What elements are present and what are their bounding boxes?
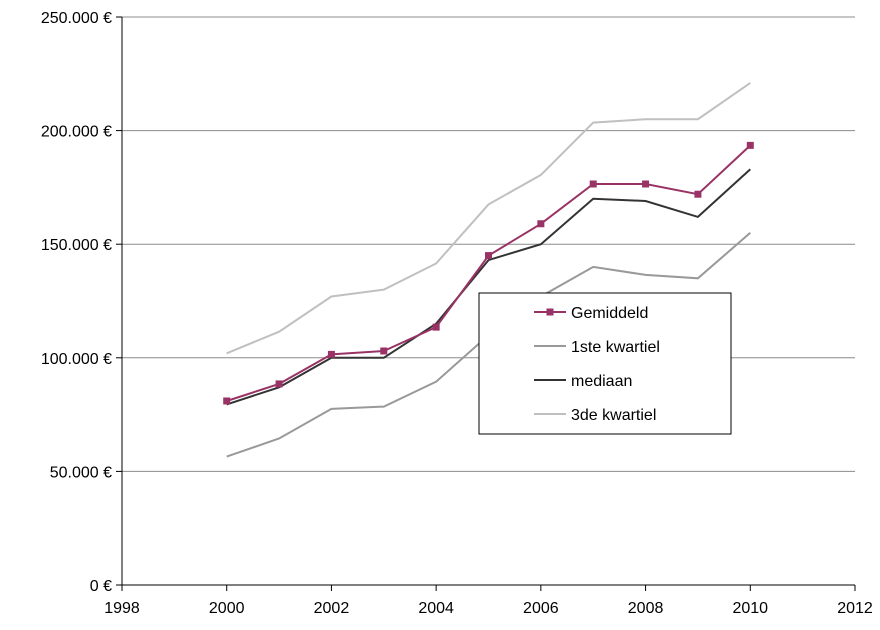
x-tick-label-1: 2000 [209, 600, 245, 617]
series-line-mediaan [226, 168, 751, 406]
legend-label-gemiddeld: Gemiddeld [571, 305, 648, 322]
legend-marker-gemiddeld [546, 308, 554, 316]
legend-label-mediaan: mediaan [571, 373, 632, 390]
point-gemiddeld-2004 [432, 323, 440, 331]
x-tick-label-7: 2012 [837, 600, 873, 617]
point-gemiddeld-2010 [746, 141, 754, 149]
legend-label-3de-kwartiel: 3de kwartiel [571, 407, 656, 424]
point-gemiddeld-2007 [589, 180, 597, 188]
legend-box [478, 292, 732, 435]
y-tick-label-5: 250.000 € [41, 10, 112, 27]
point-gemiddeld-2005 [485, 252, 492, 260]
point-gemiddeld-2002 [327, 350, 335, 358]
x-tick-label-6: 2010 [732, 600, 768, 617]
point-gemiddeld-2000 [223, 397, 231, 405]
legend-label-1ste-kwartiel: 1ste kwartiel [571, 339, 660, 356]
y-tick-label-4: 200.000 € [41, 124, 112, 141]
y-tick-label-1: 50.000 € [50, 464, 112, 481]
y-tick-label-0: 0 € [90, 578, 112, 595]
y-tick-label-2: 100.000 € [41, 351, 112, 368]
series-line-3de-kwartiel [226, 82, 751, 355]
x-tick-label-5: 2008 [628, 600, 664, 617]
y-tick-label-3: 150.000 € [41, 237, 112, 254]
x-tick-label-0: 1998 [104, 600, 140, 617]
x-tick-label-2: 2002 [314, 600, 350, 617]
point-gemiddeld-2001 [275, 380, 283, 388]
point-gemiddeld-2006 [537, 220, 545, 228]
point-gemiddeld-2003 [380, 347, 388, 355]
point-gemiddeld-2008 [642, 180, 650, 188]
legend: Gemiddeld 1ste kwartiel mediaan 3de kwartie… [478, 292, 732, 435]
point-gemiddeld-2009 [694, 190, 702, 198]
x-tick-label-4: 2006 [523, 600, 559, 617]
x-tick-label-3: 2004 [418, 600, 454, 617]
